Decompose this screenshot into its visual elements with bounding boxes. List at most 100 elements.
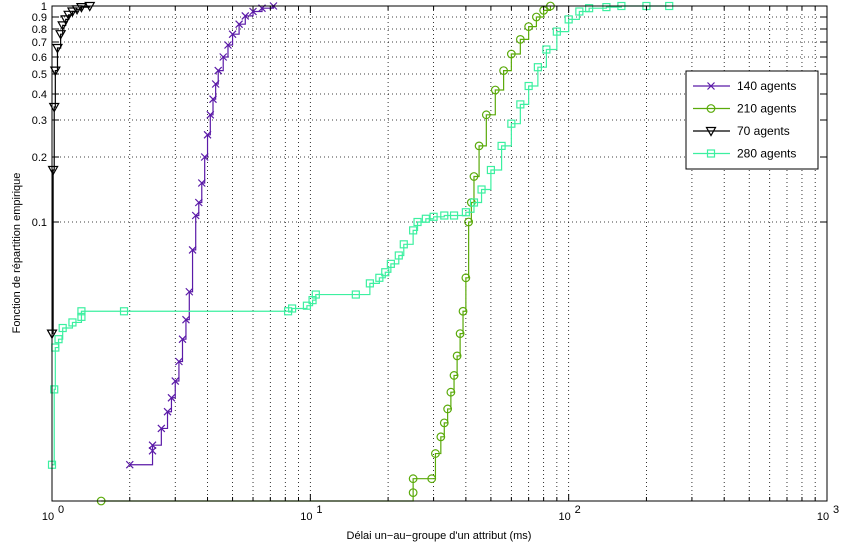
x-tick-label: 10 bbox=[300, 511, 312, 523]
data-point bbox=[77, 312, 86, 321]
data-point bbox=[224, 41, 232, 49]
data-point bbox=[194, 198, 203, 207]
data-point bbox=[477, 185, 486, 194]
data-point bbox=[203, 130, 212, 139]
data-point bbox=[68, 318, 77, 327]
data-point bbox=[421, 214, 430, 223]
data-point bbox=[351, 290, 360, 299]
data-point bbox=[585, 4, 594, 13]
data-point bbox=[497, 141, 506, 150]
data-point bbox=[436, 432, 446, 442]
grid-lines bbox=[52, 5, 827, 501]
data-point bbox=[461, 208, 470, 217]
data-point bbox=[55, 30, 67, 40]
data-point bbox=[50, 385, 59, 394]
data-point bbox=[119, 307, 129, 316]
data-point bbox=[486, 165, 496, 175]
data-point bbox=[182, 315, 190, 324]
data-point bbox=[474, 141, 484, 151]
data-point bbox=[63, 10, 75, 21]
series-280-agents bbox=[47, 1, 674, 469]
data-point bbox=[449, 371, 459, 380]
data-point bbox=[214, 66, 223, 75]
data-point bbox=[311, 290, 320, 299]
data-point bbox=[211, 80, 220, 88]
y-tick-label: 1 bbox=[41, 1, 47, 13]
x-tick-label: 10 bbox=[42, 511, 54, 523]
data-point bbox=[209, 95, 217, 104]
series-line bbox=[129, 6, 275, 466]
data-point bbox=[287, 304, 297, 313]
data-point bbox=[171, 377, 180, 385]
data-point bbox=[443, 404, 453, 414]
data-point bbox=[461, 273, 471, 283]
data-point bbox=[54, 335, 63, 344]
data-point bbox=[449, 211, 459, 220]
y-tick-label: 0.4 bbox=[32, 89, 47, 101]
data-point bbox=[148, 441, 157, 450]
data-point bbox=[552, 27, 561, 36]
data-point bbox=[409, 226, 418, 235]
data-point bbox=[386, 259, 395, 268]
data-point bbox=[58, 323, 67, 333]
data-point bbox=[427, 474, 437, 484]
data-point bbox=[516, 100, 525, 109]
data-point bbox=[542, 45, 551, 54]
data-point bbox=[413, 217, 422, 227]
data-point bbox=[178, 335, 187, 344]
legend-label: 70 agents bbox=[737, 124, 790, 138]
data-point bbox=[439, 418, 449, 428]
data-point bbox=[408, 474, 418, 484]
data-point bbox=[148, 446, 157, 455]
y-tick-label: 0.3 bbox=[32, 115, 47, 127]
data-point bbox=[75, 3, 87, 13]
data-point bbox=[533, 63, 542, 72]
legend-marker bbox=[707, 82, 715, 90]
legend: 140 agents 210 agents 70 agents 280 agents bbox=[685, 70, 819, 170]
data-point bbox=[524, 22, 534, 32]
data-point bbox=[228, 30, 237, 39]
data-point bbox=[219, 53, 228, 61]
data-point bbox=[455, 329, 465, 339]
data-point bbox=[469, 198, 479, 207]
plot-frame bbox=[51, 5, 828, 502]
data-point bbox=[302, 301, 312, 310]
data-point bbox=[381, 268, 390, 277]
data-point bbox=[446, 387, 456, 397]
data-point bbox=[452, 351, 462, 361]
data-point bbox=[157, 424, 166, 433]
y-axis-label: Fonction de répartition empirique bbox=[11, 173, 23, 334]
series-line bbox=[52, 5, 670, 466]
data-point bbox=[481, 110, 491, 120]
y-tick-label: 0.1 bbox=[32, 217, 47, 229]
data-point bbox=[57, 21, 69, 32]
data-point bbox=[531, 12, 541, 22]
series-layer bbox=[46, 1, 674, 506]
data-point bbox=[469, 172, 479, 181]
legend-label: 280 agents bbox=[737, 147, 796, 161]
legend-marker bbox=[706, 149, 716, 158]
series-line bbox=[101, 6, 552, 502]
x-tick-exponent: 3 bbox=[833, 504, 839, 516]
data-point bbox=[515, 35, 525, 44]
data-point bbox=[458, 306, 468, 316]
data-point bbox=[235, 20, 244, 29]
y-tick-label: 0.6 bbox=[32, 52, 47, 64]
y-tick-label: 0.2 bbox=[32, 152, 47, 164]
data-point bbox=[163, 407, 172, 416]
data-point bbox=[365, 279, 374, 288]
y-tick-label: 0.5 bbox=[32, 69, 47, 81]
series-210-agents bbox=[96, 1, 555, 506]
y-tick-label: 0.7 bbox=[32, 37, 47, 49]
x-tick-exponent: 2 bbox=[575, 504, 581, 516]
data-point bbox=[185, 287, 194, 296]
x-tick-label: 10 bbox=[817, 511, 829, 523]
data-point bbox=[167, 393, 176, 402]
data-point bbox=[602, 2, 611, 12]
data-point bbox=[399, 240, 408, 249]
data-point bbox=[47, 165, 59, 176]
legend-label: 140 agents bbox=[737, 79, 796, 93]
data-point bbox=[200, 153, 209, 161]
